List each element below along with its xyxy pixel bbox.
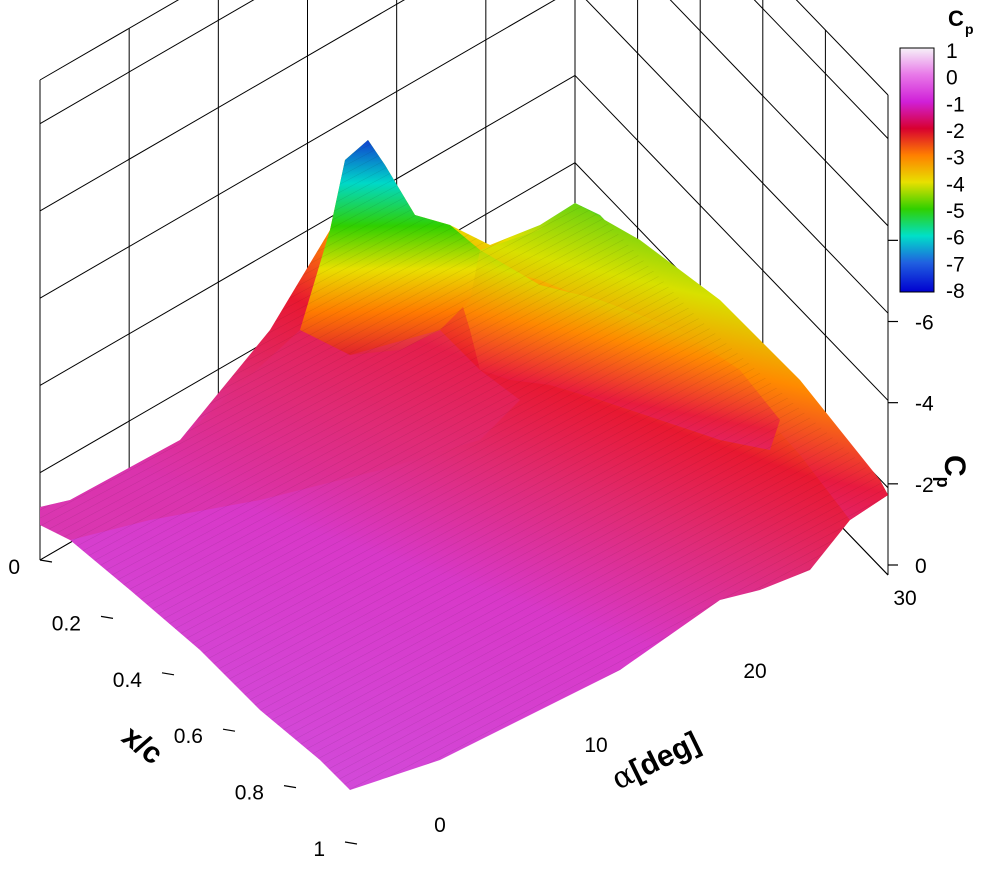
alpha-tick-label: 0 bbox=[434, 814, 446, 837]
colorbar-bar bbox=[899, 47, 935, 293]
colorbar-level-label: 1 bbox=[946, 40, 958, 63]
gridline-right-wall bbox=[669, 0, 889, 227]
cp-tick-label: -2 bbox=[915, 474, 934, 497]
colorbar-title-sub: p bbox=[965, 21, 974, 37]
colorbar-level-label: 0 bbox=[946, 67, 958, 90]
x-tick-mark bbox=[283, 785, 297, 789]
gridline-right-wall bbox=[753, 0, 889, 139]
colorbar-level-label: -2 bbox=[946, 120, 965, 143]
colorbar: C p 1 0 -1 -2 -3 -4 -5 -6 -7 -8 bbox=[899, 6, 974, 303]
colorbar-level-label: -7 bbox=[946, 253, 965, 276]
alpha-unit: [deg] bbox=[625, 726, 705, 788]
x-tick-mark bbox=[100, 615, 114, 619]
alpha-tick-label: 30 bbox=[893, 587, 916, 610]
cp-tick-label: 0 bbox=[915, 555, 927, 578]
cp-axis-title-sub: p bbox=[933, 477, 953, 488]
cp-tick-label: -4 bbox=[915, 393, 934, 416]
colorbar-level-label: -3 bbox=[946, 147, 965, 170]
colorbar-level-label: -8 bbox=[946, 280, 965, 303]
colorbar-level-label: -5 bbox=[946, 200, 965, 223]
x-tick-label: 0.8 bbox=[235, 782, 264, 805]
box-edge-top-right bbox=[795, 0, 889, 96]
cp-surface bbox=[40, 140, 888, 790]
x-tick-mark bbox=[222, 728, 236, 732]
gridline-right-wall bbox=[574, 75, 889, 401]
x-tick-label: 0.6 bbox=[174, 725, 203, 748]
surface-streak-overlay bbox=[40, 140, 888, 790]
x-tick-label: 0 bbox=[8, 556, 20, 579]
x-tick-mark bbox=[161, 672, 175, 676]
x-tick-label: 1 bbox=[313, 838, 325, 861]
colorbar-title: C bbox=[948, 6, 964, 31]
colorbar-level-label: -1 bbox=[946, 93, 965, 116]
colorbar-level-label: -6 bbox=[946, 227, 965, 250]
alpha-tick-label: 20 bbox=[743, 660, 766, 683]
x-tick-label: 0.2 bbox=[52, 612, 81, 635]
colorbar-level-label: -4 bbox=[946, 173, 965, 196]
x-tick-mark bbox=[39, 559, 53, 563]
x-tick-label: 0.4 bbox=[113, 669, 143, 692]
x-tick-mark bbox=[344, 841, 358, 845]
cp-axis-title-main: C bbox=[938, 455, 971, 477]
cp-tick-label: -6 bbox=[915, 312, 934, 335]
x-axis-title: x/c bbox=[116, 720, 169, 772]
cp-axis-title: Cp bbox=[933, 455, 971, 488]
alpha-axis-title: α[deg] bbox=[606, 725, 705, 797]
colorbar-labels: 1 0 -1 -2 -3 -4 -5 -6 -7 -8 bbox=[946, 40, 965, 303]
gridline-right-wall bbox=[585, 0, 889, 314]
alpha-tick-label: 10 bbox=[584, 734, 607, 757]
